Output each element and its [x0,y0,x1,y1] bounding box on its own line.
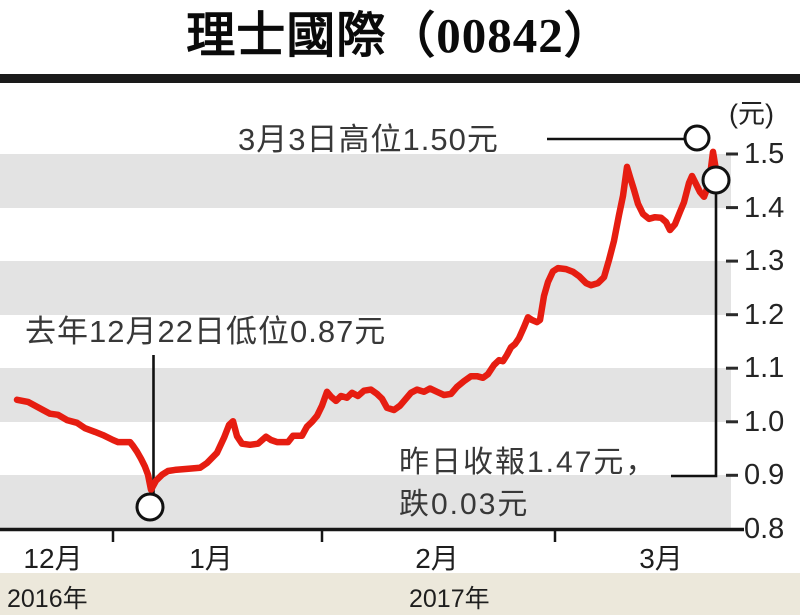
annotation-close: 昨日收報1.47元， 跌0.03元 [399,442,657,526]
high-marker [683,124,711,152]
annotation-high: 3月3日高位1.50元 [238,122,499,157]
grid-band [0,154,731,208]
x-month-label: 1月 [189,543,233,574]
annotation-close-line2: 跌0.03元 [399,488,530,521]
year-label: 2016年 [7,585,88,613]
y-tick-label: 1.1 [744,352,785,385]
annotation-close-line1: 昨日收報1.47元， [399,446,658,479]
grid-band [0,368,731,422]
price-line [13,148,720,494]
y-axis-unit-label: (元) [729,99,774,129]
chart-title: 理士國際（00842） [186,8,614,63]
low-marker [135,492,165,522]
x-month-label: 2月 [415,543,459,574]
title-divider-rule [0,74,800,83]
close-marker [701,165,731,195]
y-tick-label: 1.5 [744,138,785,170]
y-tick-label: 1.3 [744,245,785,278]
y-tick-label: 1.0 [744,405,785,438]
grid-band [0,475,731,529]
close-callout-line [671,190,718,478]
year-label: 2017年 [409,585,490,613]
y-tick-label: 1.2 [744,298,785,331]
annotation-low: 去年12月22日低位0.87元 [25,314,387,349]
x-month-label: 3月 [639,543,683,574]
year-band: 2016年 2017年 [0,573,800,615]
x-month-label: 12月 [23,543,83,574]
y-tick-label: 0.8 [744,512,785,545]
y-tick-label: 0.9 [744,459,785,492]
y-tick-label: 1.4 [744,191,785,224]
